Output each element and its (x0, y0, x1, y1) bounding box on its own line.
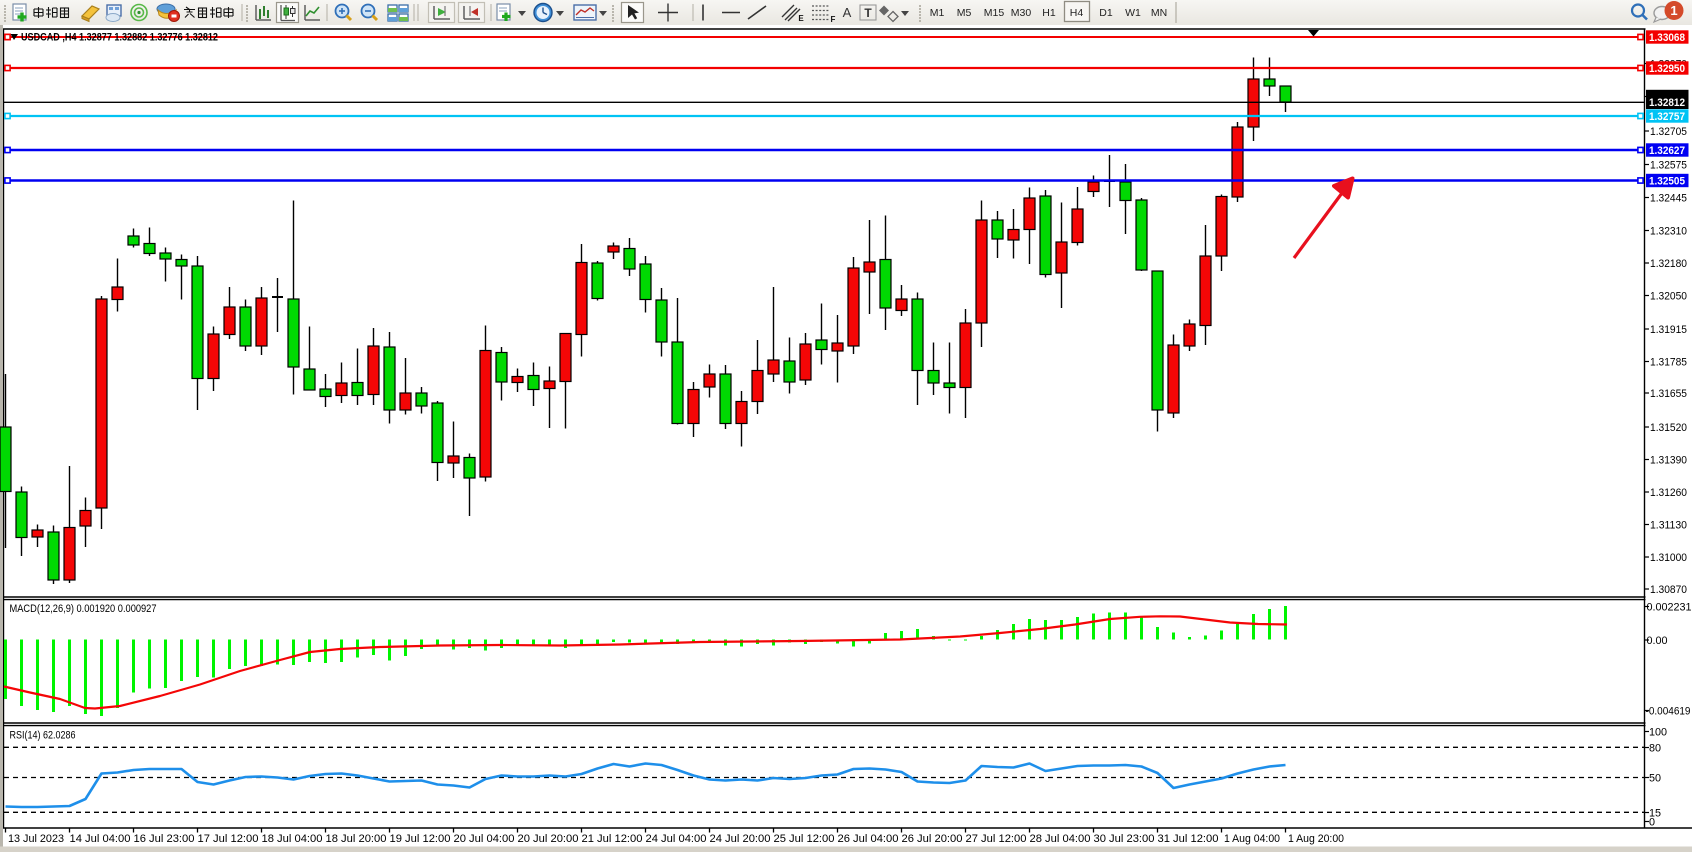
svg-text:100: 100 (1649, 726, 1667, 738)
svg-text:1.31260: 1.31260 (1650, 487, 1687, 499)
svg-text:1: 1 (1670, 3, 1677, 18)
svg-text:1 Aug 04:00: 1 Aug 04:00 (1224, 833, 1280, 845)
svg-text:M30: M30 (1011, 7, 1032, 19)
svg-text:50: 50 (1649, 772, 1661, 784)
svg-text:18 Jul 20:00: 18 Jul 20:00 (326, 833, 387, 845)
svg-text:1.32180: 1.32180 (1650, 258, 1687, 270)
svg-text:1.31520: 1.31520 (1650, 422, 1687, 434)
svg-text:24 Jul 04:00: 24 Jul 04:00 (646, 833, 707, 845)
svg-text:24 Jul 20:00: 24 Jul 20:00 (710, 833, 771, 845)
svg-text:0: 0 (1649, 816, 1655, 828)
svg-text:T: T (864, 6, 872, 20)
svg-text:1 Aug 20:00: 1 Aug 20:00 (1288, 833, 1344, 845)
svg-text:19 Jul 12:00: 19 Jul 12:00 (390, 833, 451, 845)
svg-text:21 Jul 12:00: 21 Jul 12:00 (582, 833, 643, 845)
svg-text:18 Jul 04:00: 18 Jul 04:00 (262, 833, 323, 845)
svg-text:1.30870: 1.30870 (1650, 584, 1687, 596)
svg-text:20 Jul 20:00: 20 Jul 20:00 (518, 833, 579, 845)
svg-text:26 Jul 04:00: 26 Jul 04:00 (838, 833, 899, 845)
svg-text:W1: W1 (1125, 7, 1141, 19)
svg-text:E: E (798, 14, 804, 23)
svg-text:20 Jul 04:00: 20 Jul 04:00 (454, 833, 515, 845)
svg-text:25 Jul 12:00: 25 Jul 12:00 (774, 833, 835, 845)
svg-text:1.31390: 1.31390 (1650, 454, 1687, 466)
svg-text:1.32705: 1.32705 (1650, 126, 1687, 138)
svg-text:1.32575: 1.32575 (1650, 159, 1687, 171)
svg-text:17 Jul 12:00: 17 Jul 12:00 (198, 833, 259, 845)
svg-text:30 Jul 23:00: 30 Jul 23:00 (1094, 833, 1155, 845)
svg-text:M15: M15 (984, 7, 1005, 19)
svg-text:13 Jul 2023: 13 Jul 2023 (8, 833, 64, 845)
svg-text:80: 80 (1649, 742, 1661, 754)
svg-text:USDCAD ,H4 1.32877 1.32882 1.: USDCAD ,H4 1.32877 1.32882 1.32776 1.328… (21, 32, 218, 44)
svg-text:MACD(12,26,9) 0.001920 0.00092: MACD(12,26,9) 0.001920 0.000927 (10, 603, 157, 615)
svg-text:1.31000: 1.31000 (1650, 552, 1687, 564)
svg-text:0.002231: 0.002231 (1647, 601, 1692, 613)
svg-text:RSI(14) 62.0286: RSI(14) 62.0286 (10, 730, 76, 742)
svg-text:1.32812: 1.32812 (1649, 97, 1685, 109)
svg-text:M5: M5 (957, 7, 972, 19)
svg-text:-0.004619: -0.004619 (1646, 705, 1691, 717)
svg-text:1.31785: 1.31785 (1650, 356, 1687, 368)
svg-text:15: 15 (1649, 807, 1661, 819)
svg-text:M1: M1 (930, 7, 945, 19)
svg-text:H4: H4 (1070, 7, 1084, 19)
svg-text:1.33068: 1.33068 (1649, 32, 1685, 44)
svg-text:1.31915: 1.31915 (1650, 324, 1687, 336)
svg-text:31 Jul 12:00: 31 Jul 12:00 (1158, 833, 1219, 845)
svg-text:28 Jul 04:00: 28 Jul 04:00 (1030, 833, 1091, 845)
svg-text:1.32757: 1.32757 (1649, 111, 1685, 123)
svg-text:1.32950: 1.32950 (1649, 63, 1685, 75)
svg-text:1.31655: 1.31655 (1650, 388, 1687, 400)
svg-text:26 Jul 20:00: 26 Jul 20:00 (902, 833, 963, 845)
svg-text:27 Jul 12:00: 27 Jul 12:00 (966, 833, 1027, 845)
svg-text:1.32445: 1.32445 (1650, 192, 1687, 204)
svg-text:A: A (843, 5, 852, 20)
svg-text:0.00: 0.00 (1647, 635, 1668, 647)
svg-text:1.32627: 1.32627 (1649, 145, 1685, 157)
svg-text:16 Jul 23:00: 16 Jul 23:00 (134, 833, 195, 845)
svg-text:D1: D1 (1099, 7, 1113, 19)
svg-text:1.32505: 1.32505 (1649, 175, 1685, 187)
svg-text:1.32310: 1.32310 (1650, 225, 1687, 237)
svg-text:1.32050: 1.32050 (1650, 290, 1687, 302)
svg-text:14 Jul 04:00: 14 Jul 04:00 (70, 833, 131, 845)
svg-text:MN: MN (1151, 7, 1167, 19)
svg-text:F: F (831, 15, 836, 24)
svg-text:H1: H1 (1042, 7, 1056, 19)
svg-text:1.31130: 1.31130 (1650, 519, 1687, 531)
